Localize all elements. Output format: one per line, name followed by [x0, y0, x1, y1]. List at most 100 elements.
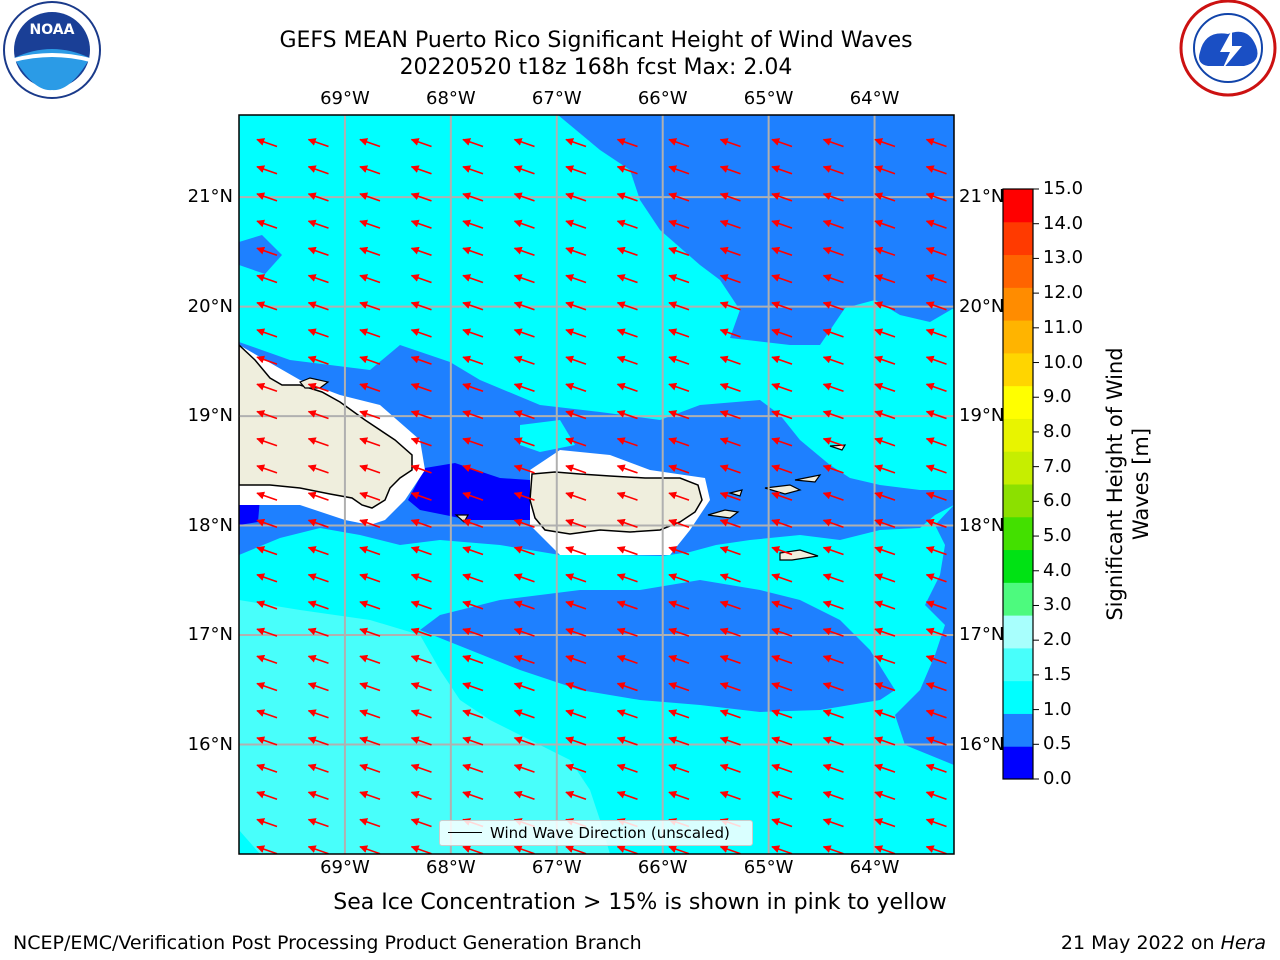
map-legend: Wind Wave Direction (unscaled): [439, 820, 753, 846]
wind-wave-arrow: [771, 845, 793, 854]
wind-wave-arrow: [668, 736, 690, 746]
wind-wave-arrow: [359, 410, 381, 420]
lat-label-left: 21°N: [187, 186, 233, 208]
map-title: GEFS MEAN Puerto Rico Significant Height…: [279, 28, 913, 53]
wind-wave-arrow: [616, 709, 638, 719]
wind-wave-arrow: [307, 736, 329, 746]
wind-wave-arrow: [925, 301, 947, 311]
wind-wave-arrow: [410, 845, 432, 854]
wind-wave-arrow: [513, 165, 535, 175]
wind-wave-arrow: [256, 600, 278, 610]
wind-wave-arrow: [359, 573, 381, 583]
wind-wave-arrow: [874, 491, 896, 501]
wind-wave-arrow: [256, 410, 278, 420]
wind-wave-arrow: [616, 491, 638, 501]
wind-wave-arrow: [410, 654, 432, 665]
lat-label-right: 19°N: [959, 405, 1005, 427]
wind-wave-arrow: [616, 627, 638, 637]
colorbar-segment: [1003, 680, 1033, 714]
wave-contour-mona-passage: [408, 463, 530, 520]
wind-wave-arrow: [874, 627, 896, 637]
wind-wave-arrow: [874, 328, 896, 338]
wind-wave-arrow: [822, 274, 844, 284]
wind-wave-arrow: [410, 355, 432, 365]
colorbar-segment: [1003, 615, 1033, 649]
wind-wave-arrow: [359, 845, 381, 854]
wind-wave-arrow: [719, 410, 741, 420]
wind-wave-arrow: [668, 546, 690, 556]
wind-wave-arrow: [410, 709, 432, 719]
wind-wave-arrow: [874, 410, 896, 420]
wind-wave-arrow: [513, 518, 535, 529]
wind-wave-arrow: [771, 464, 793, 474]
wind-wave-arrow: [874, 682, 896, 692]
wind-wave-arrow: [771, 274, 793, 284]
wind-wave-arrow: [719, 491, 741, 501]
wind-wave-arrow: [359, 464, 381, 474]
wind-wave-arrow: [359, 736, 381, 746]
wind-wave-arrow: [256, 654, 278, 665]
wind-wave-arrow: [462, 165, 484, 175]
lat-label-left: 17°N: [187, 624, 233, 646]
lat-label-right: 16°N: [959, 733, 1005, 755]
colorbar-tick-label: 7.0: [1043, 455, 1072, 477]
wind-wave-arrow: [668, 165, 690, 175]
wind-wave-arrow: [256, 437, 278, 447]
wind-wave-arrow: [410, 763, 432, 773]
wind-wave-arrow: [719, 709, 741, 719]
wind-wave-arrow: [719, 845, 741, 854]
colorbar-tick-label: 9.0: [1043, 386, 1072, 408]
map-subtitle-forecast: 20220520 t18z 168h fcst Max: 2.04: [399, 55, 793, 80]
colorbar-tick-label: 15.0: [1043, 178, 1084, 199]
colorbar-segment: [1003, 647, 1033, 682]
wind-wave-arrow: [462, 328, 484, 338]
wind-wave-arrow: [719, 437, 741, 447]
wind-wave-arrow: [874, 219, 896, 229]
wind-wave-arrow: [513, 845, 535, 854]
wind-wave-arrow: [925, 410, 947, 420]
wind-wave-arrow: [771, 382, 793, 393]
wind-wave-arrow: [307, 573, 329, 583]
wind-wave-arrow: [616, 518, 638, 529]
wind-wave-arrow: [307, 709, 329, 719]
wind-wave-arrow: [256, 573, 278, 583]
wind-wave-arrow: [822, 763, 844, 773]
puerto-rico-land: [529, 471, 703, 535]
wind-wave-arrow: [410, 138, 432, 148]
colorbar-segment: [1003, 516, 1033, 551]
wind-wave-arrow: [410, 192, 432, 202]
wind-wave-arrow: [925, 355, 947, 365]
wind-wave-arrow: [513, 355, 535, 365]
wind-wave-arrow: [824, 874, 844, 881]
wind-wave-arrow: [668, 328, 690, 338]
wind-wave-arrow: [668, 301, 690, 311]
wind-wave-arrow: [771, 627, 793, 637]
wind-wave-arrow: [771, 518, 793, 529]
wind-wave-arrow: [822, 546, 844, 556]
wind-wave-arrow: [874, 382, 896, 393]
wind-wave-arrow: [771, 301, 793, 311]
wind-wave-arrow: [925, 818, 947, 828]
colorbar-segment: [1003, 418, 1033, 452]
wind-wave-arrow: [822, 654, 844, 665]
wind-wave-arrow: [359, 138, 381, 148]
wind-wave-arrow: [256, 818, 278, 828]
wind-wave-arrow: [925, 165, 947, 175]
wind-wave-arrow: [668, 709, 690, 719]
wind-wave-arrow: [359, 682, 381, 692]
wind-wave-arrow: [307, 382, 329, 393]
colorbar-tick-label: 4.0: [1043, 559, 1072, 581]
wind-wave-arrow: [513, 382, 535, 393]
wind-wave-arrow: [513, 546, 535, 556]
wind-wave-arrow: [565, 845, 587, 854]
footer-branch: NCEP/EMC/Verification Post Processing Pr…: [13, 932, 642, 954]
wind-wave-arrow: [771, 355, 793, 365]
wind-wave-arrow: [462, 410, 484, 420]
wind-wave-arrow: [307, 654, 329, 665]
wind-wave-arrow: [462, 274, 484, 284]
wind-wave-arrow: [719, 736, 741, 746]
wind-wave-arrow: [771, 763, 793, 773]
wind-wave-arrow: [513, 246, 535, 257]
wind-wave-arrow: [719, 219, 741, 229]
wind-wave-arrow: [359, 219, 381, 229]
